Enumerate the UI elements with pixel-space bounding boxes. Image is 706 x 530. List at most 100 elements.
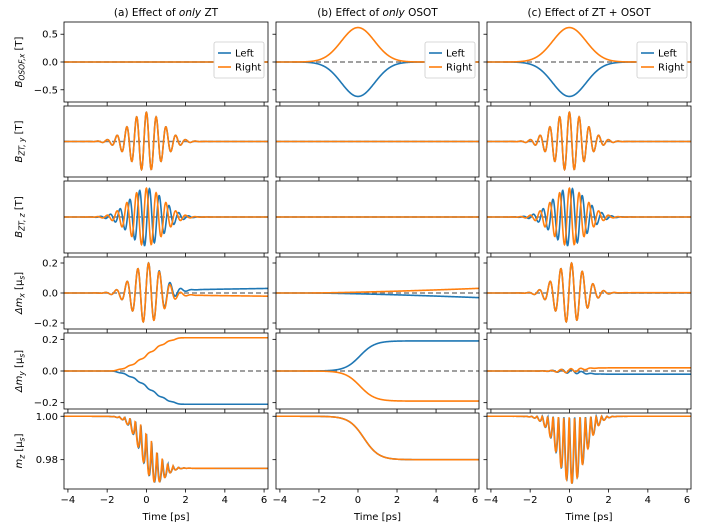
axes-frame: [486, 180, 692, 254]
panel-b_zt_y-zt: [63, 105, 269, 181]
column-titles: (a) Effect of only ZT (b) Effect of only …: [114, 7, 651, 19]
x-tick-label: −4: [61, 495, 76, 506]
series-right-line: [487, 111, 691, 172]
legend-label-left: Left: [446, 49, 465, 60]
legend-label-left: Left: [235, 49, 254, 60]
legend-label-right: Right: [446, 63, 472, 74]
axes-frame: [486, 412, 692, 490]
column-title-zt: (a) Effect of only ZT: [114, 7, 219, 19]
legend: Left Right: [636, 41, 688, 79]
panel-dm_x-osot: [272, 256, 480, 333]
ylabel-m_z: mz [μs]: [14, 433, 27, 468]
ylabel-b_zt_y: BZT, y [T]: [14, 120, 27, 162]
x-tick-label: 6: [684, 495, 690, 506]
legend-label-right: Right: [235, 63, 261, 74]
x-tick-label: 0: [566, 495, 572, 506]
y-tick-label: 1.00: [36, 412, 58, 423]
series-right-line: [64, 336, 268, 372]
y-tick-label: 0.0: [42, 58, 58, 69]
column-title-both: (c) Effect of ZT + OSOT: [527, 7, 651, 19]
x-tick-label: −4: [484, 495, 499, 506]
series-right-line: [64, 187, 268, 247]
x-tick-label: 4: [433, 495, 439, 506]
ylabel-b_zt_z: BZT, z [T]: [14, 196, 27, 238]
panels: −0.50.00.5LeftRightLeftRightLeftRight−0.…: [34, 21, 692, 493]
row-labels: BOSOF,x [T] BZT, y [T] BZT, z [T] Δmx [μs] Δ…: [14, 37, 27, 469]
panel-m_z-both: [483, 412, 692, 493]
xlabel: Time [ps]: [564, 512, 612, 523]
x-tick-label: 2: [394, 495, 400, 506]
y-tick-label: 0.2: [42, 335, 58, 346]
column-title-osot: (b) Effect of only OSOT: [317, 7, 438, 19]
panel-dm_x-zt: −0.2 0.0 0.2: [34, 256, 269, 333]
panel-b_osof_x-both: Left Right: [483, 21, 692, 106]
y-tick-label: 0.5: [42, 30, 58, 41]
panel-b_zt_z-both: [486, 180, 692, 257]
series-right-line: [276, 415, 479, 461]
x-tick-label: −4: [273, 495, 288, 506]
panel-dm_y-both: [483, 332, 692, 413]
y-tick-label: −0.2: [34, 398, 58, 409]
panel-b_osof_x-zt: −0.5 0.0 0.5 Left Right: [34, 21, 269, 106]
legend: Left Right: [424, 41, 476, 79]
axes-frame: [275, 105, 480, 178]
axes-frame: [275, 412, 480, 490]
panel-m_z-zt: 0.98 1.00: [36, 412, 269, 493]
series-right-line: [276, 370, 479, 402]
panel-b_zt_y-both: [486, 105, 692, 181]
series-right-line: [276, 287, 479, 294]
axes-frame: [275, 180, 480, 254]
x-tick-label: 2: [182, 495, 188, 506]
x-tick-label: 4: [222, 495, 228, 506]
x-tick-label: −2: [523, 495, 538, 506]
y-tick-label: 0.2: [42, 259, 58, 270]
series-left-line: [276, 340, 479, 372]
x-tick-label: 0: [143, 495, 149, 506]
panel-b_zt_y-osot: [275, 105, 480, 181]
xlabel: Time [ps]: [353, 512, 401, 523]
series-right-line: [487, 414, 691, 484]
panel-b_zt_z-osot: [275, 180, 480, 257]
y-tick-label: −0.5: [34, 85, 58, 96]
series-left-line: [487, 413, 691, 484]
panel-m_z-osot: [272, 412, 480, 493]
x-labels: −4 −2 0 2 4 6 Time [ps] −4 −2 0 2 4 6 Time [ps] −4 −2 0 2…: [61, 495, 691, 523]
axes-frame: [63, 180, 269, 254]
x-tick-label: 2: [605, 495, 611, 506]
panel-b_osof_x-osot: Left Right: [272, 21, 480, 106]
x-tick-label: 6: [472, 495, 478, 506]
y-tick-label: −0.2: [34, 319, 58, 330]
ylabel-dm_x: Δmx [μs]: [14, 272, 27, 315]
panel-dm_x-both: [483, 256, 692, 333]
x-tick-label: 6: [261, 495, 267, 506]
legend-box: [213, 41, 265, 79]
y-tick-label: 0.98: [36, 455, 58, 466]
y-tick-label: 0.0: [42, 367, 58, 378]
axes-frame: [63, 105, 269, 178]
axes-frame: [63, 412, 269, 490]
panel-dm_y-zt: −0.2 0.0 0.2: [34, 332, 269, 413]
panel-dm_y-osot: [272, 332, 480, 413]
ylabel-dm_y: Δmy [μs]: [14, 350, 27, 393]
x-tick-label: 4: [645, 495, 651, 506]
series-right-line: [487, 261, 691, 324]
series-right-line: [487, 187, 691, 247]
x-tick-label: −2: [312, 495, 327, 506]
series-right-line: [64, 261, 268, 324]
legend-box: [424, 41, 476, 79]
x-tick-label: −2: [100, 495, 115, 506]
legend-box: [636, 41, 688, 79]
x-tick-label: 0: [355, 495, 361, 506]
series-right-line: [64, 415, 268, 483]
series-right-line: [487, 367, 691, 374]
panel-b_zt_z-zt: [63, 180, 269, 257]
legend-label-left: Left: [658, 49, 677, 60]
series-right-line: [64, 111, 268, 172]
legend: Left Right: [213, 41, 265, 79]
series-left-line: [64, 370, 268, 406]
xlabel: Time [ps]: [141, 512, 189, 523]
axes-frame: [486, 105, 692, 178]
legend-label-right: Right: [658, 63, 684, 74]
y-tick-label: 0.0: [42, 289, 58, 300]
